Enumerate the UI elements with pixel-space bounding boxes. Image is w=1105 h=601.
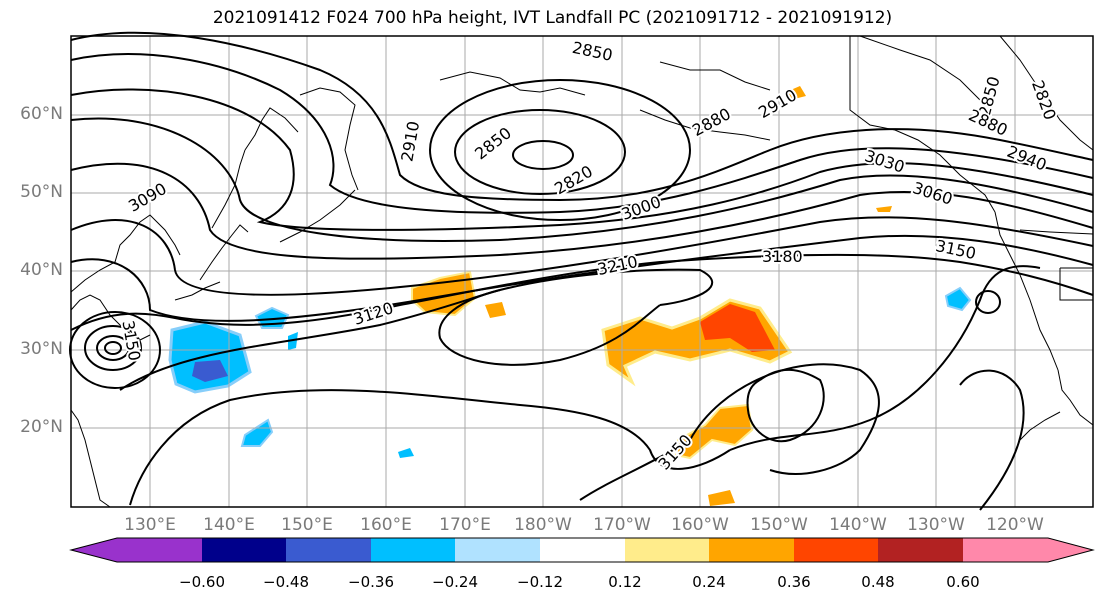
ivt-pos-d	[674, 403, 754, 460]
colorbar-tick-label: −0.36	[348, 573, 394, 591]
contour-label: 3210	[596, 252, 640, 279]
contour-label: 2910	[755, 85, 800, 122]
ivt-neg-small4	[398, 448, 414, 458]
colorbar-outline	[69, 537, 1095, 563]
colorbar-seg-2	[202, 538, 286, 562]
colorbar-tick-label: 0.60	[946, 573, 980, 591]
lat-label: 60°N	[20, 104, 63, 124]
lon-label: 150°E	[281, 515, 333, 535]
lat-label: 40°N	[20, 260, 63, 280]
colorbar-seg-8	[709, 538, 794, 562]
ivt-neg-small5	[944, 286, 972, 312]
map-title: 2021091412 F024 700 hPa height, IVT Land…	[212, 8, 893, 28]
ivt-pos-b	[485, 302, 506, 318]
colorbar-seg-4	[371, 538, 455, 562]
contour-label: 3150	[118, 319, 144, 362]
colorbar-tick-label: 0.36	[777, 573, 811, 591]
contour-label: 3120	[351, 298, 396, 329]
contour-label: 2850	[570, 38, 614, 65]
lon-label: 170°W	[593, 515, 651, 535]
contour-label: 3180	[762, 247, 803, 266]
contour-label: 3090	[125, 179, 170, 216]
ivt-neg-japan-core	[192, 360, 228, 382]
colorbar-seg-10	[878, 538, 963, 562]
ivt-pos-f	[786, 86, 806, 100]
ivt-shading	[168, 86, 972, 506]
lon-label: 160°E	[360, 515, 412, 535]
contour-label: 2910	[397, 120, 423, 163]
colorbar-seg-5	[455, 538, 540, 562]
lat-label: 50°N	[20, 182, 63, 202]
lat-label: 30°N	[20, 339, 63, 359]
ivt-neg-small3	[240, 418, 274, 447]
contour-label: 2880	[689, 104, 734, 140]
map-frame	[70, 35, 1094, 508]
colorbar-tick-label: −0.12	[517, 573, 563, 591]
contour-label: 3150	[934, 236, 978, 263]
colorbar-tick-label: 0.48	[861, 573, 895, 591]
colorbar-extend-left	[71, 538, 117, 562]
contour-label: 2940	[1004, 142, 1049, 175]
lon-label: 150°W	[750, 515, 808, 535]
contour-label: 3030	[862, 146, 907, 177]
colorbar-seg-11	[963, 538, 1048, 562]
lon-label: 160°W	[671, 515, 729, 535]
lon-label: 130°E	[124, 515, 176, 535]
lon-label: 140°W	[829, 515, 887, 535]
ivt-pos-e	[708, 490, 735, 506]
lon-label: 130°W	[907, 515, 965, 535]
colorbar-extend-right	[1048, 538, 1093, 562]
colorbar-tick-label: 0.12	[608, 573, 642, 591]
colorbar-tick-label: 0.24	[692, 573, 726, 591]
colorbar-tick-label: −0.60	[179, 573, 225, 591]
height-contours	[69, 31, 1094, 511]
contour-label: 3000	[619, 192, 664, 224]
colorbar-seg-6	[540, 538, 625, 562]
colorbar-seg-1	[117, 538, 202, 562]
ivt-neg-japan	[168, 320, 252, 394]
ivt-pos-g	[876, 206, 892, 212]
colorbar-tick-label: −0.24	[432, 573, 478, 591]
colorbar-seg-3	[286, 538, 371, 562]
contour-label: 2820	[551, 162, 596, 199]
colorbar-seg-7	[625, 538, 709, 562]
colorbar	[69, 537, 1095, 563]
lon-label: 140°E	[203, 515, 255, 535]
lon-label: 120°W	[986, 515, 1044, 535]
colorbar-tick-label: −0.48	[263, 573, 309, 591]
contour-label: 3150	[654, 431, 695, 474]
lat-label: 20°N	[20, 417, 63, 437]
contour-label: 3060	[910, 178, 955, 209]
contour-label: 2850	[471, 123, 515, 163]
lon-label: 170°E	[439, 515, 491, 535]
ivt-pos-c-core	[700, 304, 775, 352]
contour-label: 2820	[1028, 78, 1060, 123]
colorbar-seg-9	[794, 538, 878, 562]
lon-label: 180°W	[514, 515, 572, 535]
